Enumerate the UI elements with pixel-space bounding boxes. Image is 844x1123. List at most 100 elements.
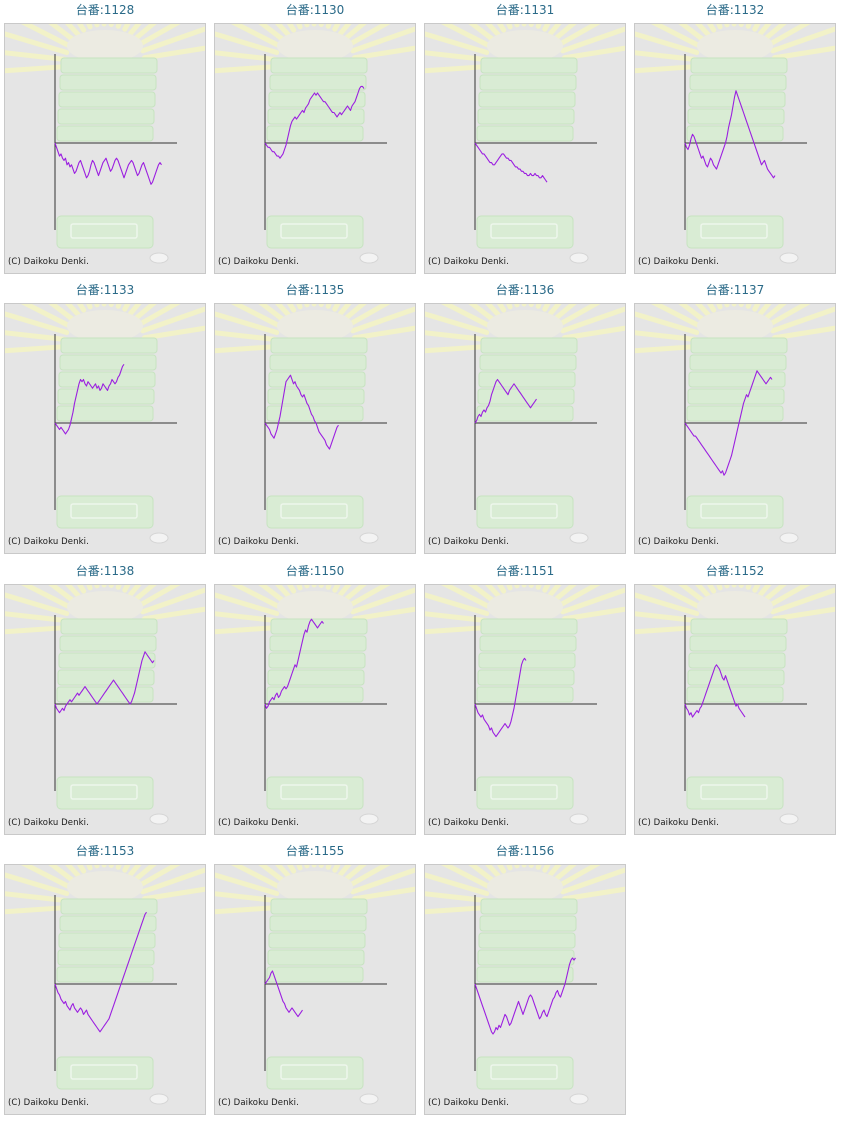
machine-illustration: [425, 865, 625, 1105]
machine-card[interactable]: 台番:1137 (C) Daikoku Denki.: [630, 280, 840, 556]
machine-number-link[interactable]: 台番:1135: [285, 283, 345, 297]
copyright-text: (C) Daikoku Denki.: [8, 818, 89, 828]
machine-number-link[interactable]: 台番:1130: [285, 3, 345, 17]
machine-number-link[interactable]: 台番:1132: [705, 3, 765, 17]
payout-graph-panel[interactable]: (C) Daikoku Denki.: [424, 584, 626, 835]
machine-number-link[interactable]: 台番:1128: [75, 3, 135, 17]
machine-illustration: [5, 304, 205, 544]
payout-line: [54, 651, 155, 714]
machine-card[interactable]: 台番:1131 (C) Daikoku Denki.: [420, 0, 630, 276]
copyright-text: (C) Daikoku Denki.: [218, 1098, 299, 1108]
machine-number-link[interactable]: 台番:1131: [495, 3, 555, 17]
machine-number-link[interactable]: 台番:1151: [495, 564, 555, 578]
payout-graph: [5, 865, 205, 1105]
copyright-text: (C) Daikoku Denki.: [8, 257, 89, 267]
payout-graph: [425, 304, 625, 544]
payout-graph-panel[interactable]: (C) Daikoku Denki.: [634, 584, 836, 835]
payout-graph: [635, 24, 835, 264]
payout-graph-panel[interactable]: (C) Daikoku Denki.: [214, 864, 416, 1115]
payout-graph-panel[interactable]: (C) Daikoku Denki.: [214, 303, 416, 554]
machine-illustration: [425, 24, 625, 264]
payout-graph: [5, 24, 205, 264]
machine-card[interactable]: 台番:1128 (C) Daikoku Denki.: [0, 0, 210, 276]
machine-number-link[interactable]: 台番:1137: [705, 283, 765, 297]
payout-graph: [215, 304, 415, 544]
payout-graph-panel[interactable]: (C) Daikoku Denki.: [214, 23, 416, 274]
machine-number-link[interactable]: 台番:1152: [705, 564, 765, 578]
machine-card[interactable]: 台番:1132 (C) Daikoku Denki.: [630, 0, 840, 276]
copyright-text: (C) Daikoku Denki.: [8, 1098, 89, 1108]
payout-graph: [425, 585, 625, 825]
payout-graph: [5, 304, 205, 544]
machine-number-link[interactable]: 台番:1133: [75, 283, 135, 297]
payout-line: [264, 85, 365, 159]
machine-illustration: [635, 24, 835, 264]
payout-graph-panel[interactable]: (C) Daikoku Denki.: [634, 23, 836, 274]
payout-graph-panel[interactable]: (C) Daikoku Denki.: [634, 303, 836, 554]
machine-number-link[interactable]: 台番:1156: [495, 844, 555, 858]
payout-line: [264, 374, 339, 450]
payout-line: [264, 618, 324, 709]
machine-card[interactable]: 台番:1155 (C) Daikoku Denki.: [210, 841, 420, 1117]
payout-graph: [635, 304, 835, 544]
machine-card[interactable]: 台番:1153 (C) Daikoku Denki.: [0, 841, 210, 1117]
payout-graph-panel[interactable]: (C) Daikoku Denki.: [4, 584, 206, 835]
payout-graph-panel[interactable]: (C) Daikoku Denki.: [424, 864, 626, 1115]
payout-graph-panel[interactable]: (C) Daikoku Denki.: [424, 23, 626, 274]
machine-number-link[interactable]: 台番:1136: [495, 283, 555, 297]
payout-line: [474, 142, 548, 183]
machine-card[interactable]: 台番:1151 (C) Daikoku Denki.: [420, 561, 630, 837]
payout-graph: [215, 585, 415, 825]
payout-graph-panel[interactable]: (C) Daikoku Denki.: [4, 23, 206, 274]
copyright-text: (C) Daikoku Denki.: [638, 818, 719, 828]
machine-card[interactable]: 台番:1133 (C) Daikoku Denki.: [0, 280, 210, 556]
machine-card[interactable]: 台番:1156 (C) Daikoku Denki.: [420, 841, 630, 1117]
machine-number-link[interactable]: 台番:1138: [75, 564, 135, 578]
machine-number-link[interactable]: 台番:1153: [75, 844, 135, 858]
copyright-text: (C) Daikoku Denki.: [428, 257, 509, 267]
machine-card[interactable]: 台番:1152 (C) Daikoku Denki.: [630, 561, 840, 837]
copyright-text: (C) Daikoku Denki.: [638, 257, 719, 267]
machine-card[interactable]: 台番:1150 (C) Daikoku Denki.: [210, 561, 420, 837]
payout-graph: [5, 585, 205, 825]
payout-graph: [425, 24, 625, 264]
machine-illustration: [215, 585, 415, 825]
machine-card[interactable]: 台番:1136 (C) Daikoku Denki.: [420, 280, 630, 556]
payout-line: [474, 378, 537, 424]
payout-line: [264, 970, 303, 1018]
copyright-text: (C) Daikoku Denki.: [218, 257, 299, 267]
machine-illustration: [5, 585, 205, 825]
payout-graph: [635, 585, 835, 825]
payout-graph-panel[interactable]: (C) Daikoku Denki.: [4, 303, 206, 554]
machine-card[interactable]: 台番:1135 (C) Daikoku Denki.: [210, 280, 420, 556]
machine-illustration: [425, 304, 625, 544]
payout-line: [474, 957, 576, 1035]
machine-illustration: [635, 585, 835, 825]
machine-illustration: [215, 865, 415, 1105]
payout-graph-panel[interactable]: (C) Daikoku Denki.: [4, 864, 206, 1115]
machine-illustration: [5, 865, 205, 1105]
machine-illustration: [635, 304, 835, 544]
copyright-text: (C) Daikoku Denki.: [428, 1098, 509, 1108]
payout-line: [54, 363, 125, 435]
payout-line: [474, 657, 527, 738]
machine-number-link[interactable]: 台番:1155: [285, 844, 345, 858]
machine-illustration: [5, 24, 205, 264]
payout-graph-panel[interactable]: (C) Daikoku Denki.: [214, 584, 416, 835]
copyright-text: (C) Daikoku Denki.: [218, 537, 299, 547]
machine-number-link[interactable]: 台番:1150: [285, 564, 345, 578]
machine-card[interactable]: 台番:1130 (C) Daikoku Denki.: [210, 0, 420, 276]
payout-graph: [425, 865, 625, 1105]
payout-graph: [215, 865, 415, 1105]
copyright-text: (C) Daikoku Denki.: [218, 818, 299, 828]
payout-line: [684, 370, 773, 476]
machine-illustration: [425, 585, 625, 825]
payout-line: [684, 664, 746, 718]
payout-line: [54, 142, 162, 185]
copyright-text: (C) Daikoku Denki.: [638, 537, 719, 547]
payout-line: [684, 90, 776, 179]
machine-card[interactable]: 台番:1138 (C) Daikoku Denki.: [0, 561, 210, 837]
copyright-text: (C) Daikoku Denki.: [8, 537, 89, 547]
payout-graph-panel[interactable]: (C) Daikoku Denki.: [424, 303, 626, 554]
